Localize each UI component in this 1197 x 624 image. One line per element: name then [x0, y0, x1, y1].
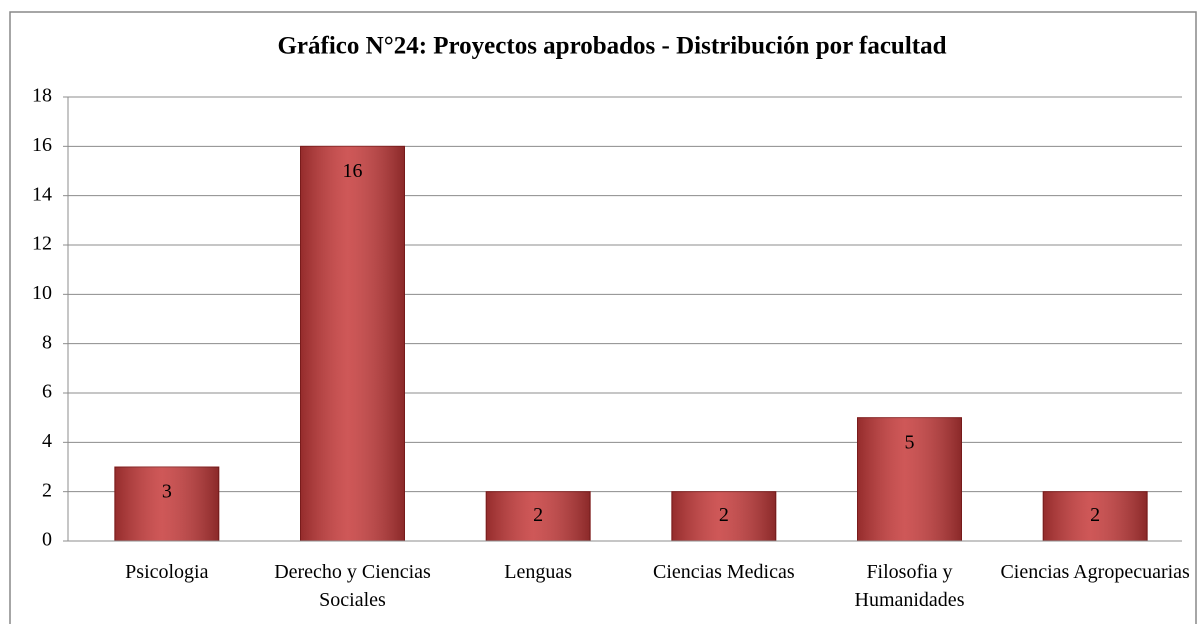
x-tick-label: Derecho y Ciencias Sociales	[274, 561, 431, 611]
data-label: 2	[719, 504, 729, 526]
x-tick-label: Lenguas	[504, 561, 573, 583]
y-tick-label: 6	[42, 381, 52, 403]
x-tick-label-box: Psicologia	[125, 561, 209, 583]
data-label: 5	[905, 431, 915, 453]
y-tick-label: 0	[42, 529, 52, 551]
data-label: 16	[343, 160, 363, 182]
x-tick-label: Ciencias Medicas	[653, 561, 795, 583]
data-label: 2	[533, 504, 543, 526]
y-tick-label: 14	[32, 183, 52, 205]
bar-shade	[114, 467, 219, 541]
data-label: 3	[162, 481, 172, 503]
y-tick-label: 16	[32, 134, 52, 156]
x-tick-label: Filosofia y Humanidades	[854, 561, 965, 611]
x-tick-label: Ciencias Agropecuarias	[1000, 561, 1190, 583]
y-tick-label: 10	[32, 282, 52, 304]
y-tick-label: 12	[32, 233, 52, 255]
y-tick-label: 8	[42, 331, 52, 353]
x-tick-label-box: Ciencias Agropecuarias	[1000, 561, 1190, 583]
bar-shade	[671, 491, 776, 541]
y-tick-label: 2	[42, 479, 52, 501]
x-tick-label-box: Derecho y Ciencias Sociales	[274, 561, 431, 611]
x-tick-label-box: Filosofia y Humanidades	[854, 561, 965, 611]
y-tick-label: 18	[32, 85, 52, 107]
x-tick-label-box: Ciencias Medicas	[653, 561, 795, 583]
bar-shade	[1043, 491, 1148, 541]
bar-shade	[857, 417, 962, 541]
y-tick-label: 4	[42, 430, 52, 452]
data-label: 2	[1090, 504, 1100, 526]
x-tick-label: Psicologia	[125, 561, 209, 583]
bar-shade	[300, 146, 405, 542]
x-tick-label-box: Lenguas	[504, 561, 573, 583]
bar-shade	[486, 491, 591, 541]
chart-title: Gráfico N°24: Proyectos aprobados - Dist…	[277, 33, 946, 60]
